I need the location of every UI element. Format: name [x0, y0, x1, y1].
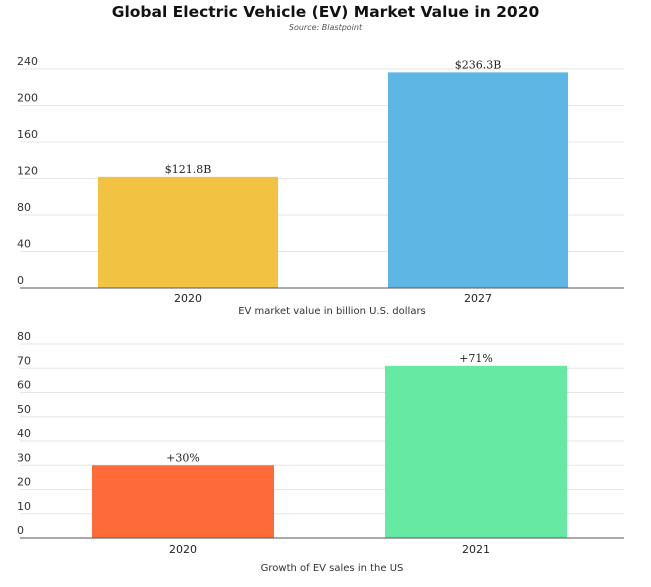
y-tick-label: 240	[17, 55, 38, 68]
y-tick-label: 60	[17, 379, 31, 392]
x-axis-label: EV market value in billion U.S. dollars	[238, 306, 426, 317]
x-tick-label: 2020	[174, 292, 202, 305]
y-tick-label: 0	[17, 274, 24, 287]
bar-2021	[385, 365, 567, 538]
y-tick-label: 200	[17, 92, 38, 105]
bar-2027	[388, 72, 568, 288]
y-tick-label: 120	[17, 165, 38, 178]
bar-2020	[98, 176, 278, 288]
y-tick-label: 40	[17, 427, 31, 440]
chart-title: Global Electric Vehicle (EV) Market Valu…	[111, 3, 540, 21]
y-tick-label: 10	[17, 500, 31, 513]
data-label: $236.3B	[455, 58, 502, 71]
y-tick-label: 80	[17, 330, 31, 343]
data-label: $121.8B	[165, 163, 212, 176]
y-tick-label: 160	[17, 128, 38, 141]
y-tick-label: 80	[17, 201, 31, 214]
x-tick-label: 2020	[169, 543, 197, 556]
data-label: +30%	[166, 451, 200, 464]
bar-2020	[92, 465, 274, 538]
market-value-chart: 0 40 80 120 160 200 240 $121.8B 2020 $236.3B 2027 E…	[17, 55, 624, 317]
sales-growth-chart: 0 10 20 30 40 50 60 70 80 +30% 2020 +71% 2021 Growth …	[17, 330, 624, 574]
y-tick-label: 20	[17, 476, 31, 489]
chart-source: Source: Blastpoint	[288, 23, 363, 32]
x-axis-label: Growth of EV sales in the US	[261, 563, 404, 574]
y-tick-label: 50	[17, 403, 31, 416]
y-tick-label: 40	[17, 238, 31, 251]
y-tick-label: 30	[17, 451, 31, 464]
y-tick-label: 0	[17, 524, 24, 537]
x-tick-label: 2021	[462, 543, 490, 556]
x-tick-label: 2027	[464, 292, 492, 305]
data-label: +71%	[459, 352, 493, 365]
y-tick-label: 70	[17, 354, 31, 367]
